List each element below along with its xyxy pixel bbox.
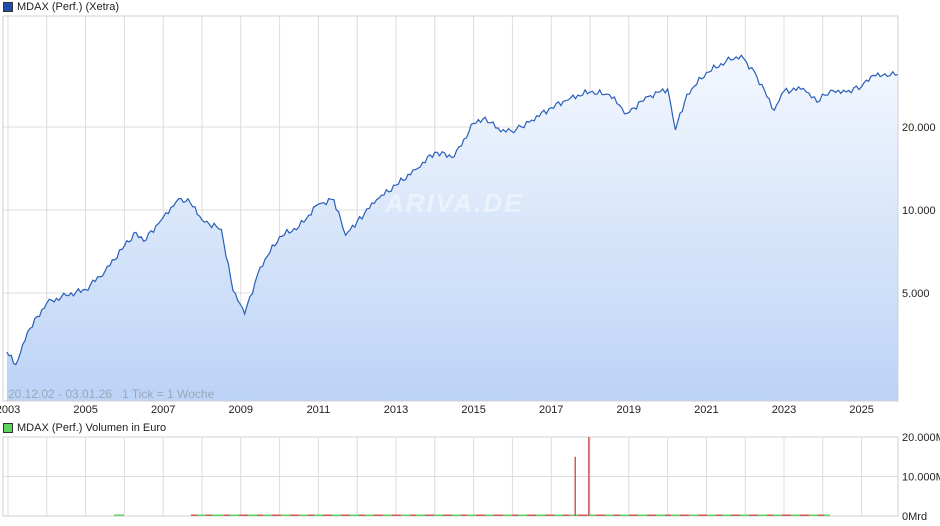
x-tick-label: 2003	[0, 404, 20, 416]
volume-chart-legend: MDAX (Perf.) Volumen in Euro	[3, 421, 166, 435]
x-tick-label: 2023	[772, 404, 796, 416]
price-area	[6, 55, 899, 402]
date-range-label: 20.12.02 - 03.01.26 1 Tick = 1 Woche	[8, 387, 215, 401]
main-y-axis: 5.000 10.000 20.000	[902, 122, 936, 300]
x-tick-label: 2013	[384, 404, 408, 416]
x-tick-label: 2009	[229, 404, 253, 416]
y-tick-label: 20.000	[902, 122, 936, 134]
price-line	[6, 54, 899, 366]
y-tick-label: 10.000	[902, 205, 936, 217]
y-tick-label: 5.000	[902, 288, 930, 300]
volume-bars	[114, 437, 830, 516]
volume-legend-label: MDAX (Perf.) Volumen in Euro	[17, 422, 167, 434]
main-legend-label: MDAX (Perf.) (Xetra)	[17, 1, 120, 13]
x-tick-label: 2005	[73, 404, 97, 416]
x-axis: 2003 2005 2007 2009 2011 2013 2015 2017 2019 2021…	[0, 404, 874, 416]
volume-chart-grid	[2, 436, 899, 517]
main-chart-frame	[2, 15, 899, 402]
volume-spike-bar	[574, 456, 576, 516]
x-tick-label: 2021	[694, 404, 718, 416]
x-tick-label: 2011	[307, 404, 331, 416]
main-chart-legend: MDAX (Perf.) (Xetra)	[3, 0, 119, 14]
volume-y-tick-label: 0Mrd	[902, 511, 927, 523]
x-tick-label: 2015	[461, 404, 485, 416]
volume-series-swatch-icon	[3, 423, 13, 433]
watermark: ARIVA.DE	[384, 188, 523, 218]
x-tick-label: 2025	[849, 404, 873, 416]
x-tick-label: 2017	[539, 404, 563, 416]
volume-spike-bar	[588, 437, 590, 516]
main-series-swatch-icon	[3, 2, 13, 12]
x-tick-label: 2007	[151, 404, 175, 416]
x-tick-label: 2019	[617, 404, 641, 416]
